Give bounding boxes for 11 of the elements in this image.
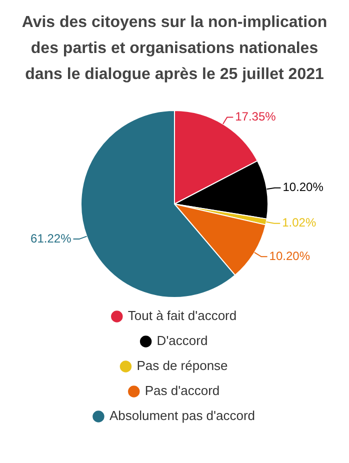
- data-label: 61.22%: [30, 231, 72, 246]
- legend-label: Tout à fait d'accord: [128, 308, 237, 324]
- data-label: 1.02%: [282, 216, 316, 230]
- legend-label: Absolument pas d'accord: [109, 408, 256, 424]
- data-label: 10.20%: [282, 180, 324, 194]
- data-label: 17.35%: [235, 110, 276, 124]
- legend-label: Pas d'accord: [144, 383, 220, 398]
- legend-label: D'accord: [156, 333, 208, 348]
- legend-label: Pas de réponse: [136, 358, 228, 374]
- chart-title: Avis des citoyens sur la non-implication des partis et organisations nationales dans le dialogue après le 25 juillet 2021: [20, 13, 328, 85]
- data-label: 10.20%: [269, 248, 310, 263]
